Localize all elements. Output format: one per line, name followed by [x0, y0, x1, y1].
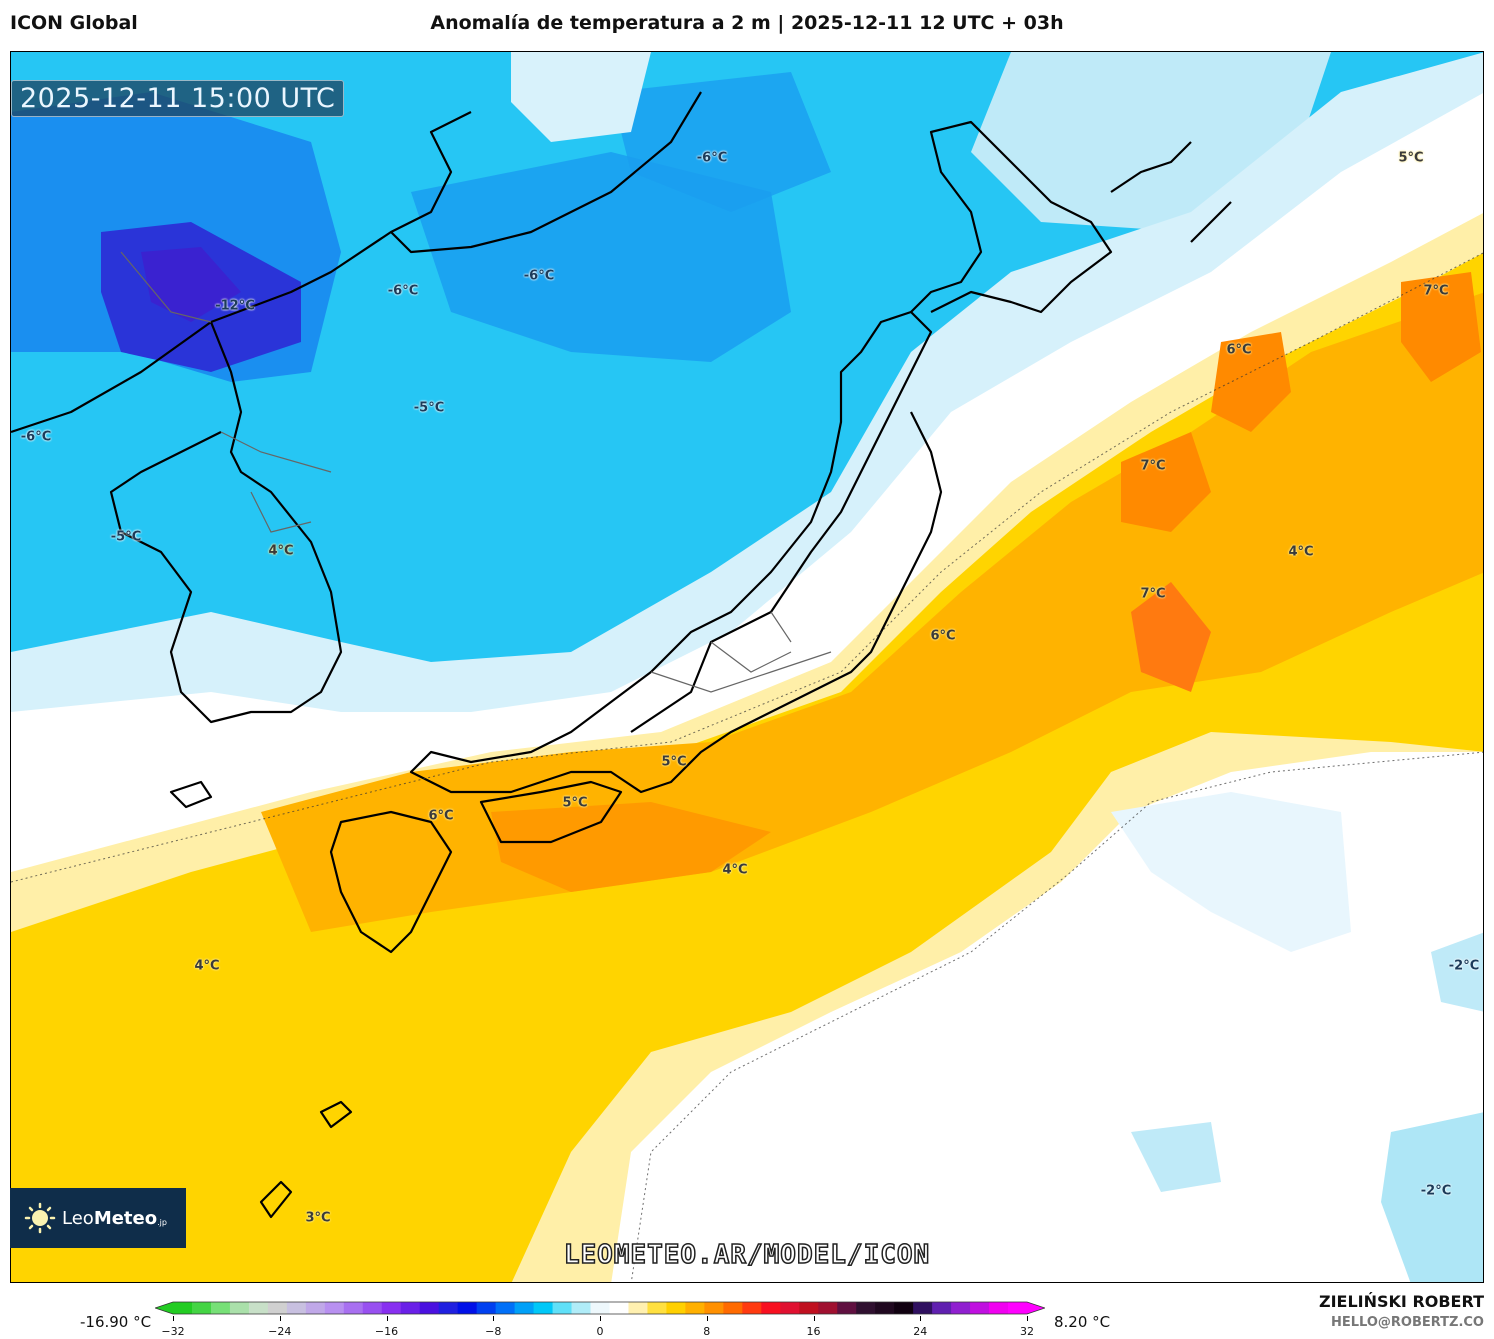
sun-icon [24, 1202, 56, 1234]
contour-label: -6°C [523, 268, 555, 284]
colorbar-tick [279, 1316, 281, 1321]
contour-label: 7°C [1140, 458, 1166, 474]
contour-label: 3°C [305, 1210, 331, 1226]
contour-label: 4°C [1288, 544, 1314, 560]
colorbar-tick [920, 1316, 922, 1321]
colorbar-min-label: -16.90 °C [80, 1313, 152, 1331]
contour-label: -6°C [387, 283, 419, 299]
watermark-url: LEOMETEO.AR/MODEL/ICON [563, 1239, 931, 1271]
colorbar-tick-label: 24 [913, 1325, 928, 1338]
contour-label: 6°C [428, 808, 454, 824]
contour-label: 4°C [268, 543, 294, 559]
leometeo-logo[interactable]: LeoMeteo .jp [10, 1188, 186, 1248]
contour-label: -6°C [696, 150, 728, 166]
colorbar-tick [173, 1316, 174, 1321]
colorbar-max-label: 8.20 °C [1054, 1313, 1111, 1331]
contour-label: -2°C [1448, 958, 1480, 974]
colorbar-tick-label: −16 [374, 1325, 399, 1338]
logo-text: LeoMeteo [62, 1207, 158, 1229]
colorbar-tick [813, 1316, 815, 1321]
contour-label: 7°C [1423, 283, 1449, 299]
colorbar-tick [1027, 1316, 1028, 1321]
colorbar-tick-label: −8 [485, 1325, 502, 1338]
contour-label: -6°C [20, 429, 52, 445]
contour-label: 7°C [1140, 586, 1166, 602]
contour-label: 4°C [194, 958, 220, 974]
colorbar-tick-label: 16 [806, 1325, 821, 1338]
colorbar-tick [386, 1316, 388, 1321]
colorbar-tick [600, 1316, 601, 1321]
contour-label: -2°C [1420, 1183, 1452, 1199]
colorbar-gradient [153, 1301, 1047, 1315]
map-field [11, 52, 1483, 1282]
author-credit: ZIELIŃSKI ROBERT [1318, 1292, 1484, 1311]
contour-label: 4°C [722, 862, 748, 878]
colorbar-tick [706, 1316, 708, 1321]
contour-label: -12°C [215, 298, 255, 314]
colorbar-tick-label: −24 [268, 1325, 292, 1338]
contour-label: 5°C [661, 754, 687, 770]
contour-label: -5°C [413, 400, 445, 416]
map-title: Anomalía de temperatura a 2 m | 2025-12-… [430, 12, 1064, 34]
author-email[interactable]: HELLO@ROBERTZ.CO [1330, 1315, 1484, 1330]
contour-label: 5°C [1398, 150, 1424, 166]
colorbar-tick-label: 32 [1020, 1325, 1034, 1338]
colorbar-tick-label: 0 [596, 1325, 604, 1338]
contour-label: -5°C [110, 529, 142, 545]
colorbar [153, 1300, 1047, 1315]
temperature-anomaly-map: -12°C -6°C -6°C -6°C -5°C -6°C -5°C 4°C 5°C 7°C 6°… [10, 51, 1484, 1283]
valid-time-badge: 2025-12-11 15:00 UTC [11, 80, 345, 117]
contour-label: 5°C [562, 795, 588, 811]
logo-suffix: .jp [157, 1217, 167, 1227]
colorbar-tick-label: 8 [703, 1325, 711, 1338]
model-name: ICON Global [10, 12, 138, 34]
contour-label: 6°C [1226, 342, 1252, 358]
colorbar-tick [493, 1316, 495, 1321]
colorbar-tick-label: −32 [161, 1325, 185, 1338]
contour-label: 6°C [930, 628, 956, 644]
